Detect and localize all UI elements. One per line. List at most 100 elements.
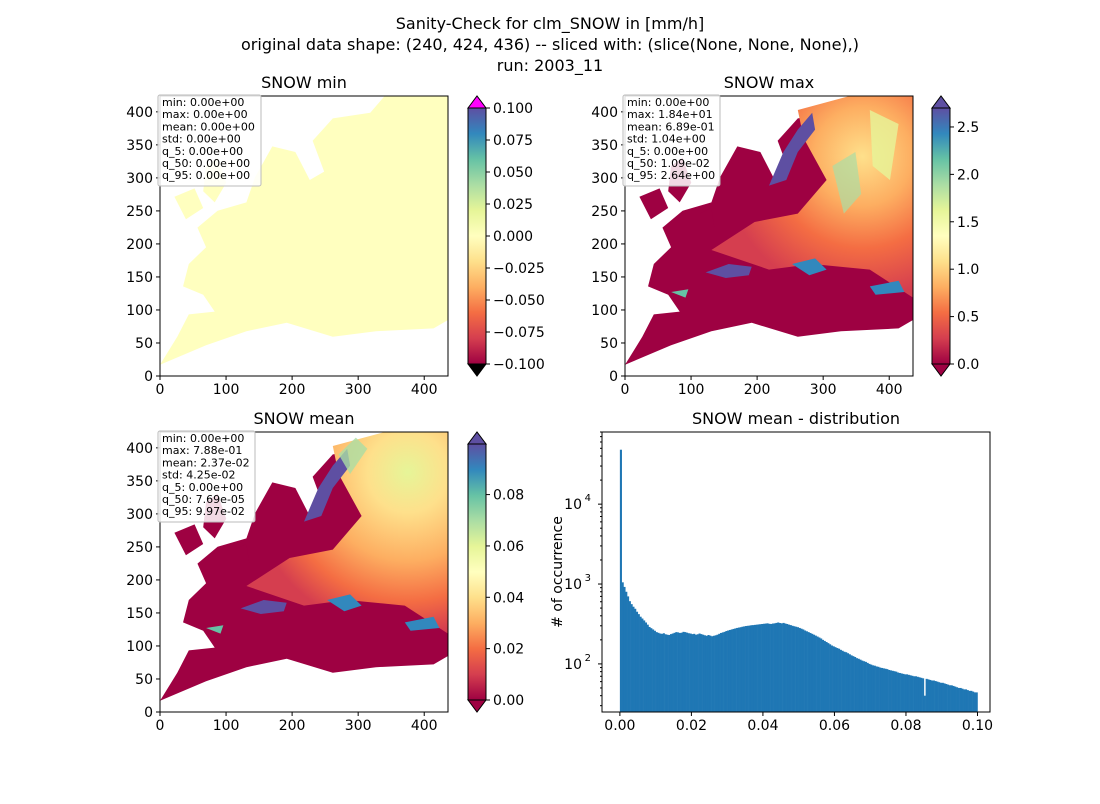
suptitle-line-3: run: 2003_11: [497, 56, 603, 76]
stats-line: q_5: 0.00e+00: [162, 145, 243, 158]
histogram-bar: [687, 633, 690, 712]
colorbar-tick-label: 1.0: [957, 262, 979, 278]
histogram-bar: [666, 634, 669, 712]
histogram-bar: [897, 672, 900, 712]
histogram-bar: [795, 626, 798, 712]
x-tick-label: 100: [213, 382, 240, 398]
stats-line: mean: 0.00e+00: [162, 120, 255, 133]
stats-line: q_95: 9.97e-02: [162, 505, 245, 518]
histogram-bar: [653, 630, 656, 712]
colorbar-tick-label: −0.075: [493, 325, 545, 341]
x-tick-label: 100: [213, 718, 240, 734]
histogram-bar: [641, 618, 644, 712]
panel-title: SNOW min: [261, 73, 347, 92]
suptitle-line-2: original data shape: (240, 424, 436) -- …: [241, 35, 859, 54]
histogram-bar: [635, 611, 639, 712]
histogram-bar: [972, 691, 975, 712]
histogram-bar: [975, 692, 978, 712]
histogram-bar: [820, 638, 823, 712]
y-tick-label: 0: [144, 369, 153, 385]
histogram-bar: [702, 634, 705, 712]
histogram-bar: [875, 666, 878, 712]
stats-line: mean: 2.37e-02: [162, 456, 250, 469]
map-ridge-caucasus: [404, 616, 440, 631]
x-tick-label: 400: [411, 718, 438, 734]
colorbar-body: [467, 443, 487, 701]
stats-box-frame: [622, 94, 721, 187]
histogram-bar: [968, 690, 971, 712]
stats-line: mean: 6.89e-01: [627, 120, 715, 133]
histogram-bar: [764, 623, 767, 712]
y-tick-label: 200: [126, 237, 153, 253]
map-patch-east: [832, 152, 862, 214]
x-tick-label: 300: [345, 718, 372, 734]
histogram-bar: [634, 608, 637, 712]
histogram-bar: [725, 631, 728, 712]
map-ridge-pyrenees: [671, 289, 689, 298]
map-ridge-scandinavia: [769, 112, 816, 186]
x-tick-label: 0: [156, 382, 165, 398]
histogram-bar: [684, 632, 687, 712]
histogram-bar: [963, 689, 966, 712]
stats-line: std: 4.25e-02: [162, 469, 235, 482]
x-tick-label: 300: [345, 382, 372, 398]
histogram-bar: [661, 633, 664, 712]
x-tick-label: 0.02: [676, 718, 707, 734]
histogram-bar: [823, 640, 826, 712]
histogram-bar: [945, 684, 948, 712]
histogram-bar: [700, 634, 703, 712]
histogram-bar: [619, 449, 622, 712]
histogram-bar: [625, 591, 628, 712]
histogram-bar: [852, 656, 855, 712]
histogram-bar: [712, 635, 715, 712]
histogram-bar: [639, 616, 642, 712]
histogram-bar: [689, 633, 692, 712]
map-patch-northeast: [869, 110, 899, 180]
y-tick-label: 400: [591, 105, 618, 121]
map-land-field: [711, 96, 913, 298]
histogram-bar: [680, 632, 683, 712]
histogram-bar: [846, 653, 850, 712]
x-tick-label: 0.00: [604, 718, 635, 734]
histogram-bar: [677, 632, 680, 712]
stats-line: min: 0.00e+00: [627, 96, 709, 109]
histogram-bar: [786, 623, 789, 712]
histogram-bar: [789, 625, 792, 712]
histogram-bar: [936, 681, 939, 712]
histogram-bar: [770, 623, 773, 712]
colorbar-extend-top: [467, 431, 487, 445]
histogram-bar: [802, 629, 805, 712]
colorbar-tick-label: 0.075: [493, 133, 533, 149]
colorbar-tick-label: 0.5: [957, 310, 979, 326]
histogram-bar: [809, 632, 812, 712]
histogram-bar: [637, 614, 640, 712]
colorbar-tick-label: 2.0: [957, 167, 979, 183]
histogram-bar: [836, 648, 839, 712]
map-ridge-pyrenees: [206, 625, 224, 634]
stats-line: max: 1.84e+01: [627, 108, 713, 121]
y-tick-label: 10: [564, 497, 582, 513]
colorbar-extend-top: [931, 95, 951, 109]
stats-line: std: 1.04e+00: [627, 133, 706, 146]
histogram-bar: [780, 623, 783, 712]
histogram-bar: [811, 633, 814, 712]
colorbar-extend-bottom: [467, 363, 487, 377]
histogram-bar: [900, 673, 903, 712]
histogram-bar: [628, 601, 631, 712]
colorbar-tick-label: −0.050: [493, 293, 545, 309]
x-tick-label: 100: [678, 382, 705, 398]
colorbar-tick-label: 0.02: [493, 642, 524, 658]
x-tick-label: 400: [411, 382, 438, 398]
histogram-bar: [911, 675, 914, 712]
histogram-bar: [943, 683, 946, 712]
histogram-bar: [720, 632, 723, 712]
histogram-bar: [787, 624, 791, 712]
histogram-bar: [893, 671, 896, 712]
histogram-bar: [925, 678, 928, 712]
stats-line: std: 0.00e+00: [162, 133, 241, 146]
histogram-bar: [957, 687, 960, 712]
histogram-bar: [821, 639, 825, 712]
map-patch-north: [338, 437, 368, 474]
histogram-bar: [895, 671, 898, 712]
